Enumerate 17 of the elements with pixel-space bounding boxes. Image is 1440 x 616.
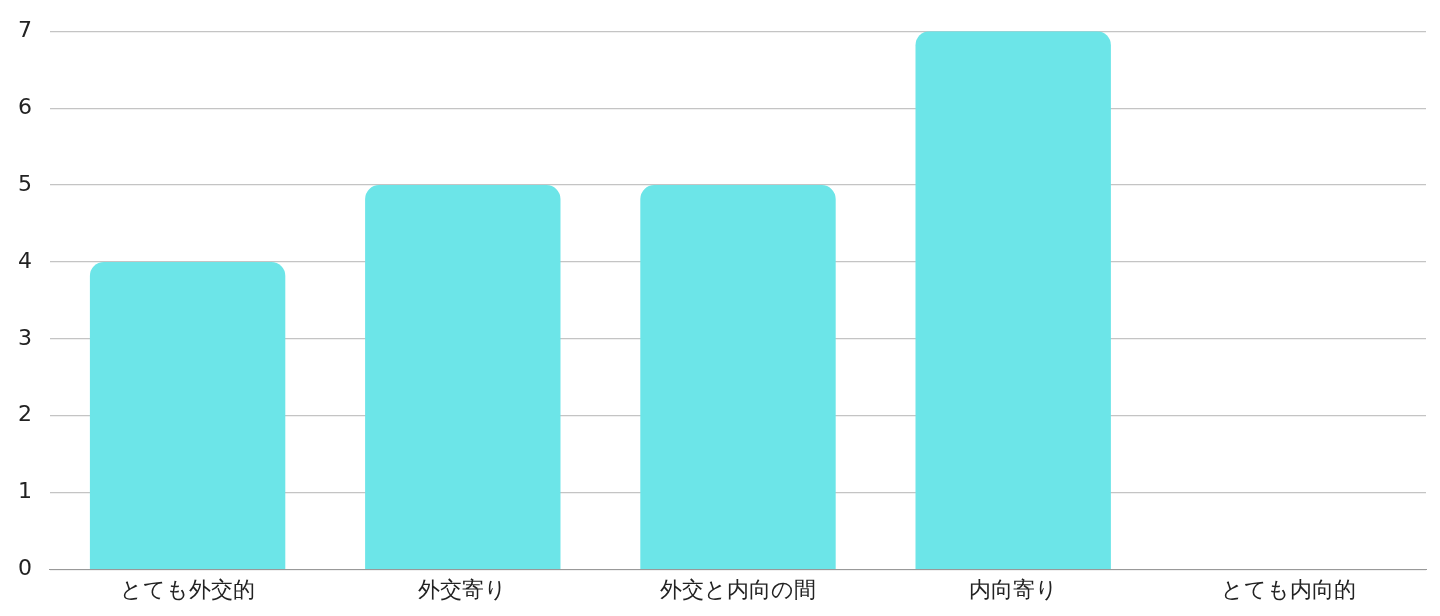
x-tick-label: とても外交的	[120, 576, 256, 602]
y-tick-label: 2	[18, 401, 32, 427]
y-tick-label: 6	[18, 93, 32, 119]
x-tick-label: とても内向的	[1220, 576, 1356, 602]
y-tick-label: 0	[18, 555, 32, 581]
bar	[365, 185, 561, 569]
bar	[640, 185, 836, 569]
bar	[89, 261, 286, 569]
y-tick-label: 3	[18, 324, 32, 350]
x-tick-label: 内向寄り	[968, 576, 1058, 602]
y-tick-label: 7	[18, 16, 32, 42]
x-tick-label: 外交寄り	[418, 576, 508, 602]
y-tick-label: 4	[18, 247, 32, 273]
y-tick-label: 1	[18, 478, 32, 504]
bar	[915, 31, 1111, 569]
y-tick-label: 5	[18, 170, 32, 196]
x-tick-label: 外交と内向の間	[660, 576, 816, 602]
